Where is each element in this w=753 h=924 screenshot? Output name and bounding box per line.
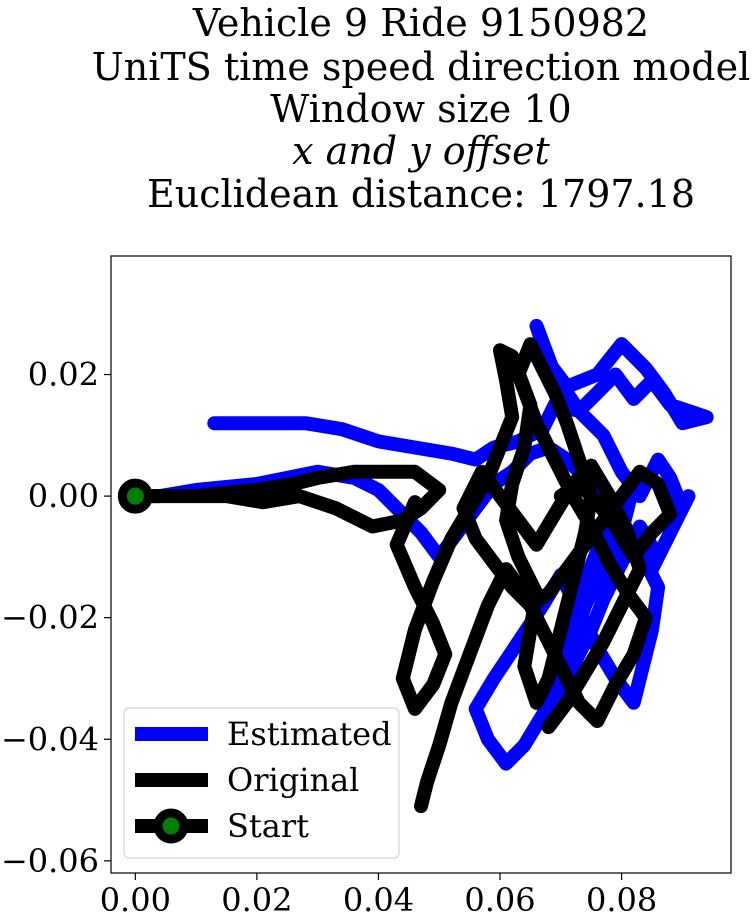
title-line: UniTS time speed direction model (92, 45, 751, 89)
start-marker (117, 478, 153, 514)
title-line: Euclidean distance: 1797.18 (147, 172, 695, 216)
legend-label-start: Start (227, 807, 309, 845)
x-tick-label: 0.08 (586, 881, 657, 919)
title-line: Window size 10 (270, 87, 571, 131)
marker-group (117, 478, 153, 514)
series-line-original (456, 458, 678, 735)
y-axis: 0.02 0.00 −0.02 −0.04 −0.06 (1, 356, 111, 880)
legend-label-estimated: Estimated (227, 715, 392, 753)
title-line: x and y offset (292, 129, 550, 173)
x-tick-label: 0.04 (343, 881, 414, 919)
x-tick-label: 0.02 (221, 881, 292, 919)
y-tick-label: 0.00 (28, 477, 99, 515)
series-group (128, 318, 714, 814)
x-tick-label: 0.06 (464, 881, 535, 919)
plot-frame (110, 255, 732, 874)
y-tick-label: −0.06 (1, 842, 99, 880)
x-axis: 0.00 0.02 0.04 0.06 0.08 (100, 873, 657, 919)
legend-start-marker (153, 808, 189, 844)
title-line: Vehicle 9 Ride 9150982 (192, 1, 649, 45)
y-tick-label: −0.02 (1, 599, 99, 637)
legend-label-original: Original (227, 761, 359, 799)
y-tick-label: −0.04 (1, 720, 99, 758)
x-tick-label: 0.00 (100, 881, 171, 919)
legend: Estimated Original Start (123, 707, 400, 859)
y-tick-label: 0.02 (28, 356, 99, 394)
series-line-original (128, 464, 447, 534)
chart-title: Vehicle 9 Ride 9150982 UniTS time speed … (92, 1, 751, 216)
